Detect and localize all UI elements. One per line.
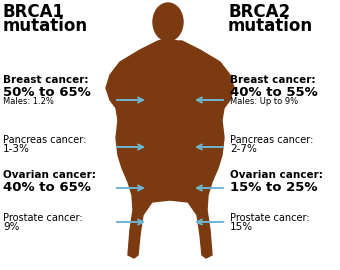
Text: Males: Up to 9%: Males: Up to 9% [230, 97, 298, 106]
Text: BRCA1: BRCA1 [3, 3, 65, 21]
Text: Pancreas cancer:: Pancreas cancer: [3, 135, 86, 145]
Text: BRCA2: BRCA2 [228, 3, 290, 21]
Polygon shape [106, 40, 234, 258]
Text: 40% to 55%: 40% to 55% [230, 86, 318, 99]
Text: Ovarian cancer:: Ovarian cancer: [230, 170, 323, 180]
Text: 9%: 9% [3, 222, 19, 232]
Text: 40% to 65%: 40% to 65% [3, 181, 91, 194]
Text: Pancreas cancer:: Pancreas cancer: [230, 135, 313, 145]
Text: Prostate cancer:: Prostate cancer: [3, 213, 83, 223]
Text: mutation: mutation [228, 17, 313, 35]
Text: 15%: 15% [230, 222, 253, 232]
Text: 50% to 65%: 50% to 65% [3, 86, 91, 99]
Ellipse shape [153, 3, 183, 41]
Text: mutation: mutation [3, 17, 88, 35]
Text: 1-3%: 1-3% [3, 144, 30, 154]
Text: Males: 1.2%: Males: 1.2% [3, 97, 54, 106]
Text: Breast cancer:: Breast cancer: [3, 75, 88, 85]
Text: 2-7%: 2-7% [230, 144, 257, 154]
Text: Ovarian cancer:: Ovarian cancer: [3, 170, 96, 180]
Text: Breast cancer:: Breast cancer: [230, 75, 316, 85]
Text: 15% to 25%: 15% to 25% [230, 181, 318, 194]
Text: Prostate cancer:: Prostate cancer: [230, 213, 310, 223]
